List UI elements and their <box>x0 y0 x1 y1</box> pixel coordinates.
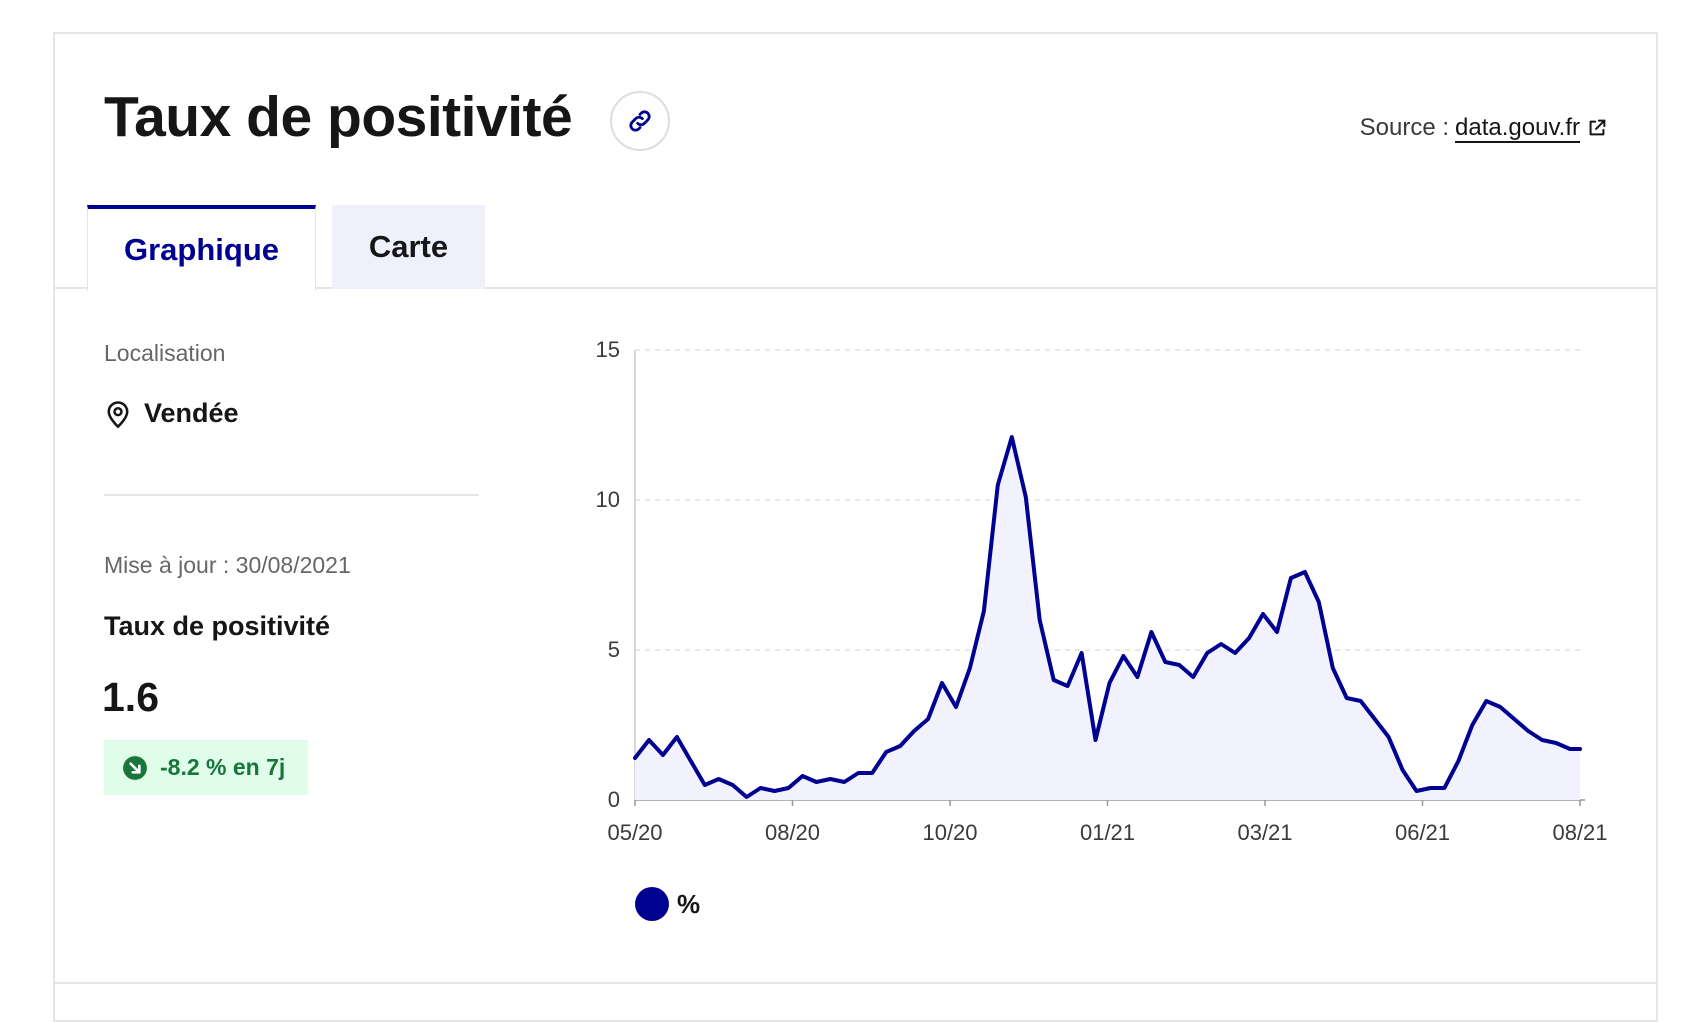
x-tick-label: 03/21 <box>1237 820 1292 845</box>
arrow-down-right-circle-icon <box>122 755 148 781</box>
y-tick-label: 15 <box>596 337 620 362</box>
series-area <box>635 437 1580 800</box>
x-tick-label: 08/21 <box>1552 820 1607 845</box>
source-prefix: Source : <box>1360 114 1449 142</box>
x-tick-label: 05/20 <box>607 820 662 845</box>
y-tick-label: 10 <box>596 487 620 512</box>
positivity-chart: 0 5 10 15 05/20 08/20 10/20 01/21 03/21 06/21 08/2… <box>580 330 1620 850</box>
source-attribution: Source : data.gouv.fr <box>1360 114 1608 142</box>
trend-badge: -8.2 % en 7j <box>104 740 308 795</box>
legend-swatch <box>635 887 669 921</box>
y-tick-label: 5 <box>608 637 620 662</box>
x-tick-label: 01/21 <box>1080 820 1135 845</box>
x-tick-label: 06/21 <box>1395 820 1450 845</box>
location-value: Vendée <box>144 398 239 429</box>
map-pin-icon <box>104 399 132 429</box>
metric-value: 1.6 <box>102 674 159 721</box>
location-selector[interactable]: Vendée <box>104 398 239 429</box>
x-tick-label: 08/20 <box>765 820 820 845</box>
tab-carte[interactable]: Carte <box>332 205 485 289</box>
tab-graphique[interactable]: Graphique <box>87 205 316 291</box>
sidebar-divider <box>104 494 479 496</box>
card-bottom-divider <box>53 982 1658 984</box>
copy-link-button[interactable] <box>610 91 670 151</box>
external-link-icon <box>1586 117 1608 139</box>
link-icon <box>626 107 654 135</box>
legend-label: % <box>677 889 700 920</box>
chart-legend: % <box>635 887 700 921</box>
x-tick-label: 10/20 <box>922 820 977 845</box>
metric-label: Taux de positivité <box>104 611 330 642</box>
location-label: Localisation <box>104 340 225 367</box>
source-link[interactable]: data.gouv.fr <box>1455 114 1580 142</box>
y-tick-label: 0 <box>608 787 620 812</box>
page-title: Taux de positivité <box>104 84 572 150</box>
trend-text: -8.2 % en 7j <box>160 754 285 781</box>
update-date: Mise à jour : 30/08/2021 <box>104 552 351 579</box>
